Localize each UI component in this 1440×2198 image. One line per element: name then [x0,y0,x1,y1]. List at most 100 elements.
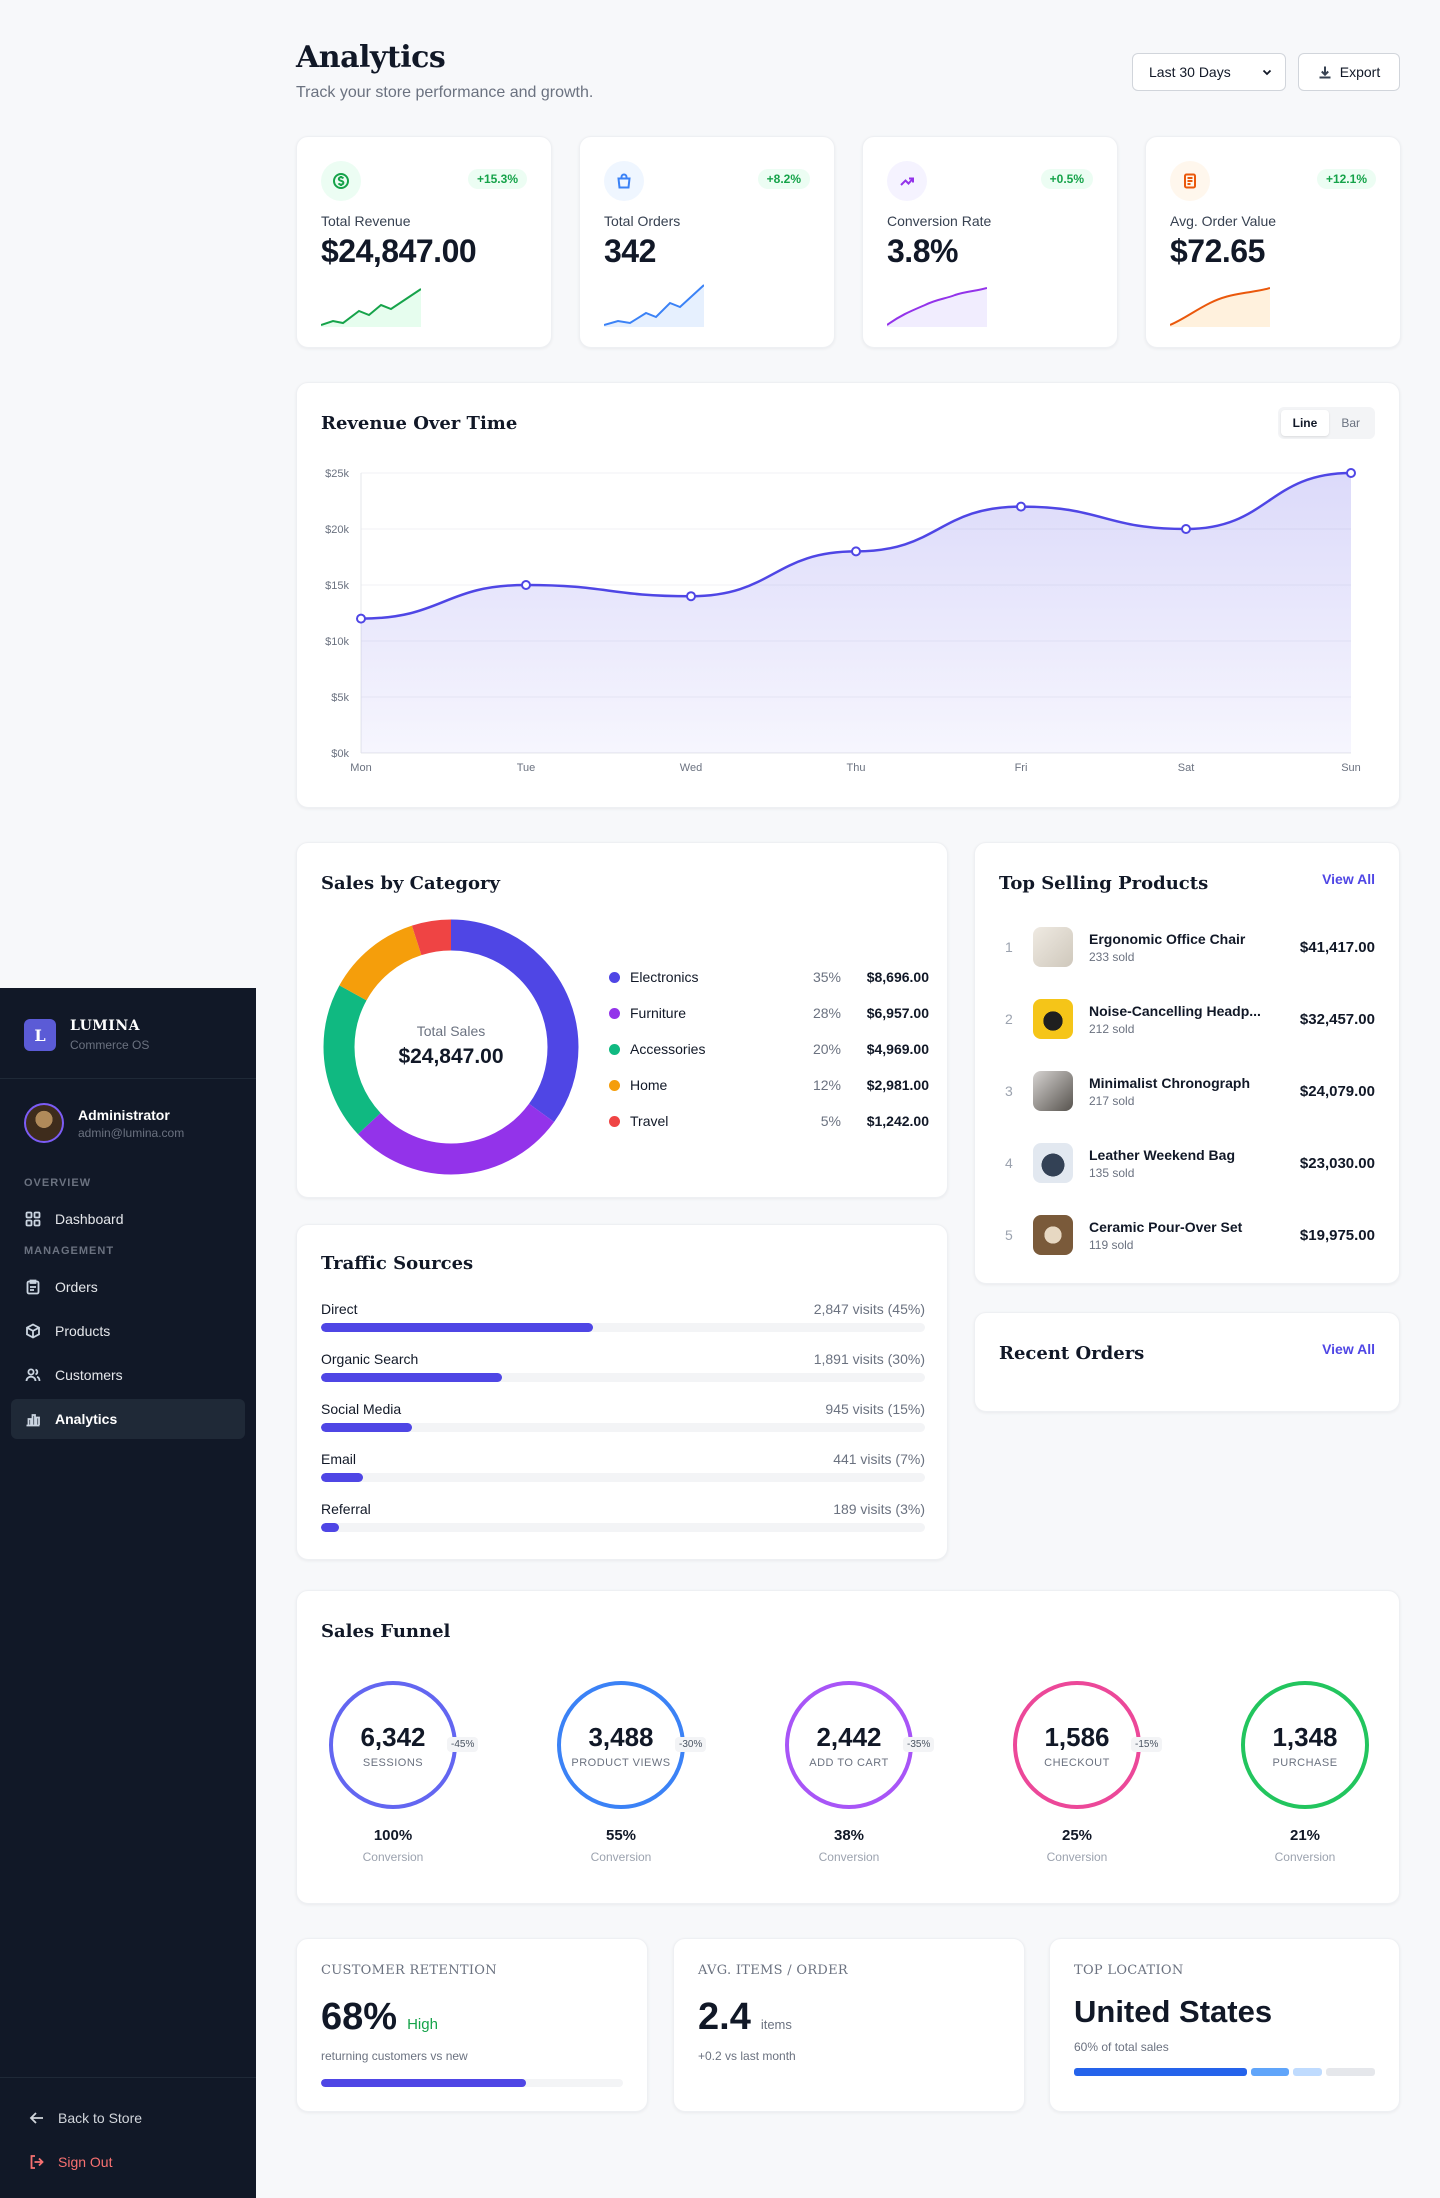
product-row[interactable]: 5 Ceramic Pour-Over Set 119 sold $19,975.… [999,1211,1375,1259]
avatar [24,1103,64,1143]
box-icon [26,1323,40,1339]
kpi-unit: items [760,2017,792,2032]
product-row[interactable]: 4 Leather Weekend Bag 135 sold $23,030.00 [999,1139,1375,1187]
funnel-drop-badge: -30% [675,1737,707,1752]
sidebar-item-dashboard[interactable]: Dashboard [11,1199,245,1239]
funnel-step[interactable]: 1,586 CHECKOUT -15% 25% Conversion [997,1681,1163,1864]
back-to-store-link[interactable]: Back to Store [0,2096,256,2140]
traffic-row: Social Media 945 visits (15%) [321,1401,925,1432]
data-point[interactable] [521,580,531,590]
legend-value: $4,969.00 [866,1041,929,1057]
product-row[interactable]: 1 Ergonomic Office Chair 233 sold $41,417… [999,923,1375,971]
stat-change-badge: +0.5% [1040,169,1093,189]
sidebar-item-label: Analytics [55,1411,118,1427]
sign-out-label: Sign Out [58,2154,113,2170]
product-thumbnail [1033,1215,1073,1255]
funnel-step[interactable]: 6,342 SESSIONS -45% 100% Conversion [313,1681,479,1864]
funnel-conversion-label: Conversion [818,1850,880,1864]
traffic-sources-card: Traffic Sources Direct 2,847 visits (45%)… [296,1224,948,1560]
shopping-bag-icon [617,173,631,189]
funnel-value: 6,342 [360,1721,426,1752]
category-title: Sales by Category [321,873,500,894]
funnel-step[interactable]: 1,348 PURCHASE 21% Conversion [1225,1681,1385,1864]
traffic-source-name: Organic Search [321,1351,419,1367]
toggle-line[interactable]: Line [1280,410,1330,436]
sidebar-item-customers[interactable]: Customers [11,1355,245,1395]
traffic-bar-track [321,1373,925,1382]
y-tick-label: $10k [325,636,349,648]
legend-item[interactable]: Electronics 35% $8,696.00 [609,967,929,987]
data-point[interactable] [686,591,696,602]
funnel-conversion-label: Conversion [362,1850,424,1864]
legend-pct: 12% [812,1077,841,1093]
funnel-step[interactable]: 2,442 ADD TO CART -35% 38% Conversion [769,1681,935,1864]
product-thumbnail [1033,1071,1073,1111]
legend-item[interactable]: Furniture 28% $6,957.00 [609,1003,929,1023]
sales-funnel-card: Sales Funnel 6,342 SESSIONS -45% 100% Co… [296,1590,1400,1904]
funnel-label: CHECKOUT [1044,1756,1110,1769]
product-sold: 233 sold [1089,949,1135,964]
stat-label: Avg. Order Value [1170,213,1277,229]
funnel-step[interactable]: 3,488 PRODUCT VIEWS -30% 55% Conversion [541,1681,707,1864]
x-tick-label: Tue [517,762,536,774]
legend-value: $2,981.00 [866,1077,929,1093]
x-tick-label: Thu [847,762,866,774]
page-subtitle: Track your store performance and growth. [296,84,594,101]
data-point[interactable] [356,613,366,624]
recent-orders-title: Recent Orders [999,1343,1145,1364]
brand-logo: L [24,1019,56,1051]
user-profile[interactable]: Administrator admin@lumina.com [0,1079,256,1159]
legend-item[interactable]: Home 12% $2,981.00 [609,1075,929,1095]
data-point[interactable] [851,546,861,557]
data-point[interactable] [1016,501,1026,512]
product-row[interactable]: 2 Noise-Cancelling Headp... 212 sold $32,… [999,995,1375,1043]
legend-item[interactable]: Travel 5% $1,242.00 [609,1111,929,1131]
brand[interactable]: L LUMINA Commerce OS [0,988,256,1079]
traffic-bar-fill [321,1373,503,1382]
date-range-select[interactable]: Last 30 Days [1132,53,1286,91]
data-point[interactable] [1181,524,1191,534]
legend-item[interactable]: Accessories 20% $4,969.00 [609,1039,929,1059]
donut-slice[interactable] [323,919,579,1175]
stat-card-aov: +12.1% Avg. Order Value $72.65 [1145,136,1401,348]
product-revenue: $41,417.00 [1299,938,1375,956]
traffic-row: Email 441 visits (7%) [321,1451,925,1482]
toggle-bar[interactable]: Bar [1341,416,1360,430]
data-point[interactable] [1346,468,1356,478]
sidebar-item-label: Orders [55,1279,98,1295]
chart-type-toggle[interactable]: Line Bar [1277,407,1375,439]
sign-out-button[interactable]: Sign Out [0,2140,256,2184]
donut-slice[interactable] [323,919,579,1175]
sidebar-item-analytics[interactable]: Analytics [11,1399,245,1439]
product-revenue: $24,079.00 [1299,1082,1375,1100]
legend-name: Furniture [630,1005,687,1021]
donut-slice[interactable] [323,919,579,1175]
funnel-pct: 55% [605,1827,637,1844]
customer-retention-card: CUSTOMER RETENTION 68% High returning cus… [296,1938,648,2112]
kpi-note: returning customers vs new [321,2049,468,2063]
receipt-icon [1184,173,1196,189]
stat-card-conversion: +0.5% Conversion Rate 3.8% [862,136,1118,348]
traffic-row: Organic Search 1,891 visits (30%) [321,1351,925,1382]
legend-name: Accessories [630,1041,706,1057]
sales-by-category-card: Sales by Category Total Sales $24,847.00… [296,842,948,1198]
product-row[interactable]: 3 Minimalist Chronograph 217 sold $24,079… [999,1067,1375,1115]
funnel-value: 1,586 [1044,1721,1110,1752]
kpi-label: AVG. ITEMS / ORDER [698,1963,849,1978]
recent-orders-view-all-link[interactable]: View All [1322,1341,1375,1357]
legend-dot [609,1007,620,1019]
legend-value: $6,957.00 [866,1005,929,1021]
product-name: Ceramic Pour-Over Set [1089,1218,1243,1235]
export-button[interactable]: Export [1298,53,1400,91]
funnel-label: SESSIONS [362,1756,424,1769]
product-thumbnail [1033,927,1073,967]
legend-name: Travel [630,1113,669,1129]
sparkline [604,284,704,327]
top-products-view-all-link[interactable]: View All [1322,871,1375,887]
y-tick-label: $25k [325,468,349,480]
sidebar: L LUMINA Commerce OS Administrator admin… [0,988,256,2198]
sidebar-item-orders[interactable]: Orders [11,1267,245,1307]
sidebar-item-products[interactable]: Products [11,1311,245,1351]
stat-label: Total Revenue [321,213,411,229]
top-products-card: Top Selling Products View All 1 Ergonomi… [974,842,1400,1284]
